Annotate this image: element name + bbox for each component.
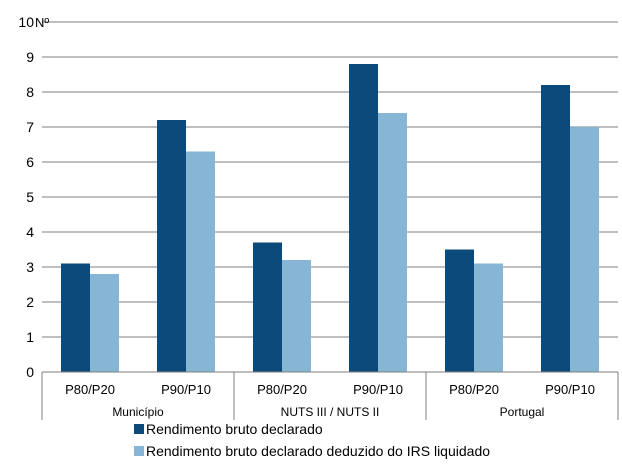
bar-bruto-0 bbox=[61, 263, 90, 372]
legend: Rendimento bruto declarado Rendimento bru… bbox=[134, 421, 490, 459]
bar-deduzido-4 bbox=[474, 263, 503, 372]
y-tick-label: 6 bbox=[26, 154, 34, 170]
bar-deduzido-0 bbox=[90, 274, 119, 372]
y-tick-label: 10 bbox=[18, 14, 34, 30]
category-label: P80/P20 bbox=[449, 382, 499, 397]
bar-bruto-5 bbox=[541, 85, 570, 372]
y-tick-label: 7 bbox=[26, 119, 34, 135]
legend-label: Rendimento bruto declarado deduzido do I… bbox=[146, 443, 490, 459]
bar-deduzido-5 bbox=[570, 127, 599, 372]
bar-bruto-1 bbox=[157, 120, 186, 372]
y-tick-label: 9 bbox=[26, 49, 34, 65]
bar-deduzido-2 bbox=[282, 260, 311, 372]
bar-bruto-2 bbox=[253, 242, 282, 372]
y-tick-label: 0 bbox=[26, 364, 34, 380]
gridlines bbox=[42, 21, 618, 338]
category-label: P90/P10 bbox=[545, 382, 595, 397]
bar-bruto-3 bbox=[349, 64, 378, 372]
category-label: P90/P10 bbox=[161, 382, 211, 397]
y-unit-label: Nº bbox=[35, 15, 49, 30]
axes bbox=[41, 371, 619, 420]
y-tick-label: 3 bbox=[26, 259, 34, 275]
group-label: Portugal bbox=[500, 405, 545, 419]
legend-swatch bbox=[134, 446, 144, 456]
group-label: NUTS III / NUTS II bbox=[281, 405, 380, 419]
bar-bruto-4 bbox=[445, 249, 474, 372]
y-tick-label: 8 bbox=[26, 84, 34, 100]
y-tick-label: 5 bbox=[26, 189, 34, 205]
bars bbox=[61, 64, 599, 372]
legend-swatch bbox=[134, 424, 144, 434]
bar-deduzido-3 bbox=[378, 113, 407, 372]
y-tick-label: 2 bbox=[26, 294, 34, 310]
category-label: P80/P20 bbox=[257, 382, 307, 397]
y-tick-label: 4 bbox=[26, 224, 34, 240]
legend-label: Rendimento bruto declarado bbox=[146, 421, 323, 437]
category-label: P90/P10 bbox=[353, 382, 403, 397]
group-label: Município bbox=[112, 405, 164, 419]
bar-deduzido-1 bbox=[186, 151, 215, 372]
axis-labels: 0 1 2 3 4 5 6 7 8 9 10 Nº P80/P20 P90/P10 P80/P20 P90/P… bbox=[18, 14, 595, 419]
y-tick-label: 1 bbox=[26, 329, 34, 345]
category-label: P80/P20 bbox=[65, 382, 115, 397]
